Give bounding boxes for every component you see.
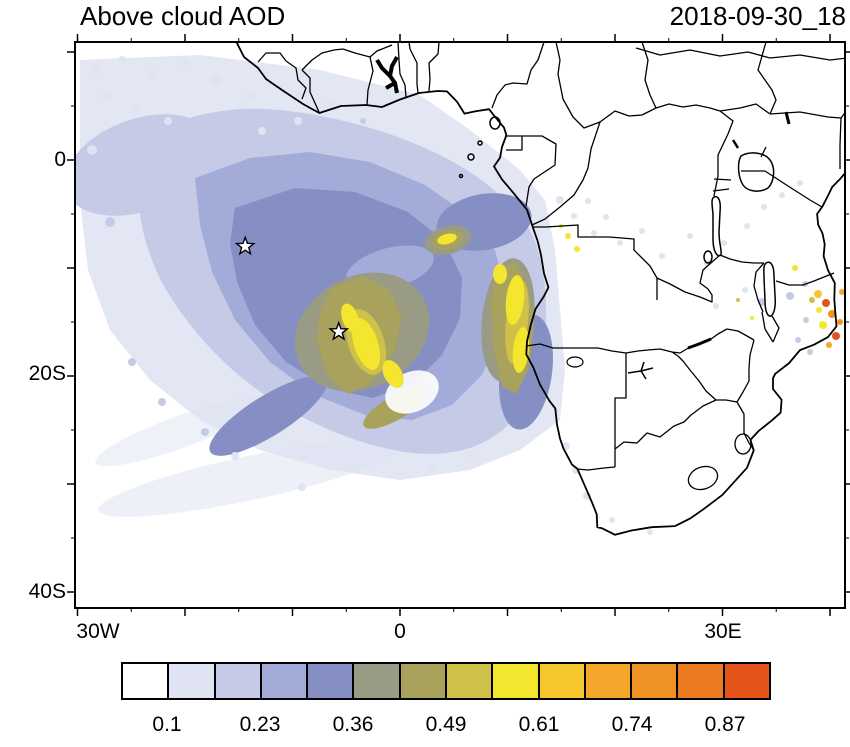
lake-turkana	[784, 111, 791, 125]
colorbar-cell	[169, 664, 216, 698]
colorbar	[121, 662, 771, 700]
colorbar-cell	[632, 664, 679, 698]
colorbar-cell	[308, 664, 355, 698]
colorbar-tick-label-6: 0.74	[611, 713, 653, 736]
colorbar-cell	[123, 664, 170, 698]
lake-victoria	[737, 152, 775, 192]
lakes	[375, 56, 791, 380]
colorbar-cell	[354, 664, 401, 698]
colorbar-tick-label-2: 0.23	[239, 713, 281, 736]
africa-coastline	[235, 42, 845, 536]
colorbar-tick-label-7: 0.87	[704, 713, 746, 736]
star-marker	[234, 235, 256, 256]
lat-tick-label-0: 0	[54, 148, 66, 171]
lon-tick-label-30e: 30E	[704, 620, 742, 643]
aod-field	[75, 55, 845, 535]
colorbar-cell	[585, 664, 633, 698]
lon-tick-label-0: 0	[394, 620, 406, 643]
etosha-pan	[566, 356, 584, 368]
lake-albert	[731, 139, 740, 149]
okavango-delta	[627, 361, 654, 380]
colorbar-tick-label-3: 0.36	[332, 713, 374, 736]
island-principe	[477, 140, 483, 146]
lon-tick-label-30w: 30W	[76, 620, 120, 643]
colorbar-cell	[724, 664, 769, 698]
plot-title: Above cloud AOD	[80, 1, 286, 31]
lesotho-border	[687, 465, 719, 491]
country-borders	[257, 42, 845, 491]
lat-tick-label-20s: 20S	[28, 362, 66, 385]
star-marker	[328, 320, 350, 341]
axis-ticks	[67, 34, 850, 616]
colorbar-cell	[493, 664, 540, 698]
colorbar-cell	[539, 664, 586, 698]
colorbar-tick-label-4: 0.49	[425, 713, 467, 736]
map-frame	[74, 41, 846, 609]
colorbar-cell	[400, 664, 447, 698]
colorbar-tick-label-5: 0.61	[518, 713, 560, 736]
station-markers	[234, 235, 350, 341]
colorbar-cell	[215, 664, 262, 698]
lat-tick-label-40s: 40S	[28, 580, 66, 603]
plot-timestamp: 2018-09-30_18	[669, 1, 846, 31]
lake-volta	[375, 56, 399, 94]
lake-malawi	[763, 261, 776, 317]
colorbar-cell	[261, 664, 309, 698]
lake-tanganyika	[711, 195, 722, 257]
island-annobon	[458, 173, 464, 179]
island-bioko	[489, 116, 501, 130]
colorbar-cell	[678, 664, 725, 698]
colorbar-cell	[446, 664, 494, 698]
colorbar-tick-label-1: 0.1	[152, 713, 182, 736]
island-sao-tome	[467, 153, 475, 161]
lake-mweru	[703, 250, 713, 264]
eswatini-border	[734, 433, 752, 455]
